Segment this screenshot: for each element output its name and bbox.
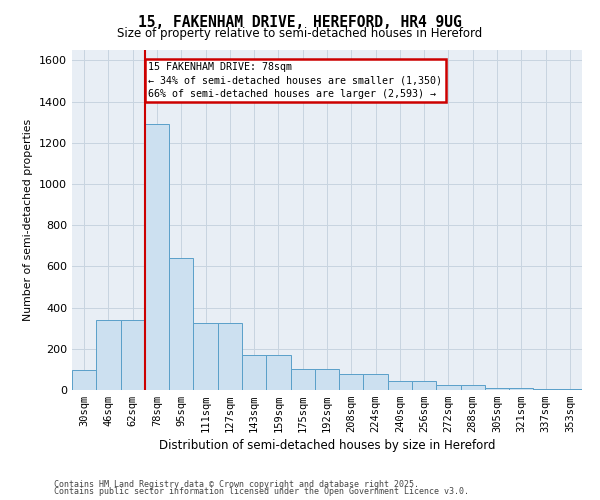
Bar: [96, 320, 121, 390]
Bar: [461, 385, 485, 390]
Bar: [266, 355, 290, 390]
Text: Contains HM Land Registry data © Crown copyright and database right 2025.: Contains HM Land Registry data © Crown c…: [54, 480, 419, 489]
Bar: [218, 323, 242, 390]
Bar: [315, 370, 339, 390]
Bar: [121, 320, 145, 390]
Bar: [290, 370, 315, 390]
Bar: [339, 374, 364, 390]
Bar: [436, 385, 461, 390]
Bar: [533, 389, 558, 390]
Bar: [558, 389, 582, 390]
Bar: [388, 380, 412, 390]
Bar: [509, 388, 533, 390]
Bar: [145, 124, 169, 390]
X-axis label: Distribution of semi-detached houses by size in Hereford: Distribution of semi-detached houses by …: [159, 440, 495, 452]
Text: 15 FAKENHAM DRIVE: 78sqm
← 34% of semi-detached houses are smaller (1,350)
66% o: 15 FAKENHAM DRIVE: 78sqm ← 34% of semi-d…: [149, 62, 443, 99]
Bar: [72, 370, 96, 390]
Bar: [485, 388, 509, 390]
Y-axis label: Number of semi-detached properties: Number of semi-detached properties: [23, 119, 34, 321]
Text: 15, FAKENHAM DRIVE, HEREFORD, HR4 9UG: 15, FAKENHAM DRIVE, HEREFORD, HR4 9UG: [138, 15, 462, 30]
Bar: [364, 374, 388, 390]
Bar: [193, 323, 218, 390]
Bar: [242, 355, 266, 390]
Bar: [412, 380, 436, 390]
Bar: [169, 258, 193, 390]
Text: Contains public sector information licensed under the Open Government Licence v3: Contains public sector information licen…: [54, 488, 469, 496]
Text: Size of property relative to semi-detached houses in Hereford: Size of property relative to semi-detach…: [118, 28, 482, 40]
